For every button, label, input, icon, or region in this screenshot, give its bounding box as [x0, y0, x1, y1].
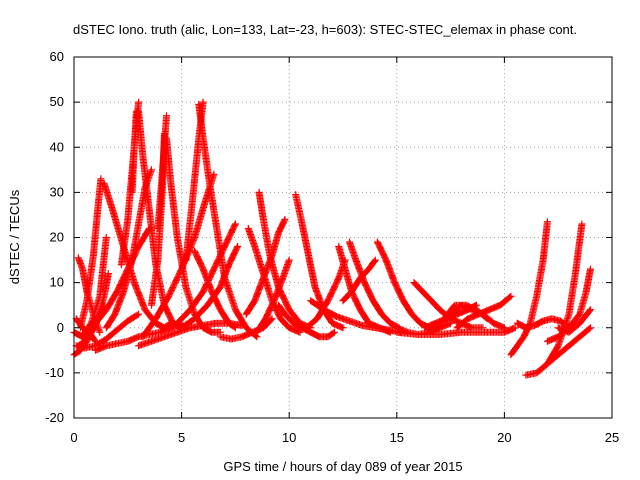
x-tick-label: 15: [390, 430, 404, 445]
y-tick-label: 30: [50, 184, 64, 199]
data-points: [70, 98, 594, 379]
data-markers: [70, 98, 594, 379]
y-tick-label: 10: [50, 275, 64, 290]
y-tick-label: -20: [45, 410, 64, 425]
y-axis-label: dSTEC / TECUs: [7, 189, 22, 284]
y-tick-label: 50: [50, 94, 64, 109]
y-tick-label: 40: [50, 139, 64, 154]
chart-title: dSTEC Iono. truth (alic, Lon=133, Lat=-2…: [73, 22, 577, 37]
x-axis-label: GPS time / hours of day 089 of year 2015: [223, 459, 462, 474]
grid: [74, 57, 612, 418]
y-tick-label: 60: [50, 49, 64, 64]
x-tick-label: 20: [497, 430, 511, 445]
y-tick-label: 20: [50, 230, 64, 245]
y-tick-label: -10: [45, 365, 64, 380]
x-tick-label: 5: [178, 430, 185, 445]
axis-ticks: 0 5 10 15 20 25 -20 -10 0 10 20 30 40 50 60: [45, 49, 619, 445]
x-tick-label: 0: [70, 430, 77, 445]
x-tick-label: 25: [605, 430, 619, 445]
y-tick-label: 0: [57, 320, 64, 335]
x-tick-label: 10: [282, 430, 296, 445]
